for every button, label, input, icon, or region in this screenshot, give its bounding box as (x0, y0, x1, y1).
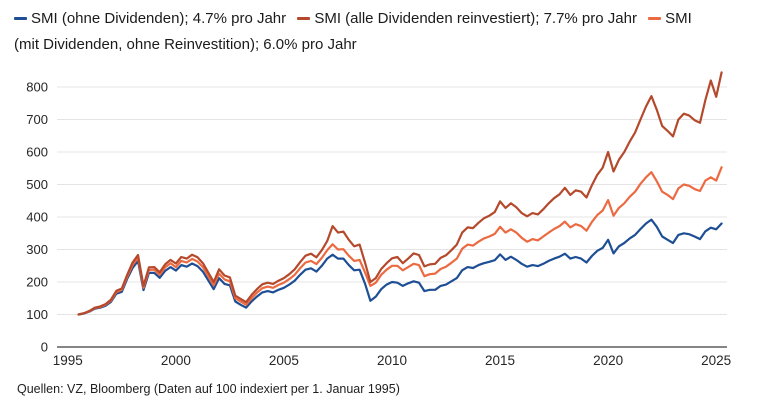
y-tick-label: 0 (41, 340, 48, 355)
y-tick-label: 800 (26, 80, 48, 95)
x-tick-label: 2005 (269, 353, 299, 368)
legend-item-smi-mit-dividenden-ohne-reinvestition: SMI (mit Dividenden, ohne Reinvestition)… (14, 10, 692, 53)
chart-legend: SMI (ohne Dividenden); 4.7% pro Jahr SMI… (14, 6, 714, 58)
chart-line-smi-ohne-dividenden (77, 218, 723, 316)
line-chart: 0 100 200 300 400 500 600 700 800 1995 2000 2005 201… (26, 71, 731, 368)
legend-item-smi-alle-dividenden-reinvestiert: SMI (alle Dividenden reinvestiert); 7.7%… (297, 10, 637, 27)
y-tick-label: 500 (26, 177, 48, 192)
x-tick-label: 2010 (377, 353, 407, 368)
legend-label: SMI (mit Dividenden, ohne Reinvestition)… (14, 10, 692, 53)
y-tick-label: 400 (26, 210, 48, 225)
x-tick-label: 2000 (161, 353, 191, 368)
y-tick-label: 600 (26, 145, 48, 160)
x-tick-label: 2020 (593, 353, 623, 368)
legend-item-smi-ohne-dividenden: SMI (ohne Dividenden); 4.7% pro Jahr (14, 10, 286, 27)
legend-marker-blue-line-icon (14, 16, 27, 20)
legend-marker-orange-line-icon (648, 16, 662, 20)
y-tick-label: 300 (26, 242, 48, 257)
chart-card: SMI (ohne Dividenden); 4.7% pro Jahr SMI… (0, 6, 760, 409)
y-tick-label: 100 (26, 307, 48, 322)
legend-label: SMI (ohne Dividenden); 4.7% pro Jahr (31, 10, 287, 27)
source-note: Quellen: VZ, Bloomberg (Daten auf 100 in… (17, 382, 400, 396)
legend-marker-red-line-icon (297, 16, 311, 20)
chart-line-smi-alle-dividenden-reinvestiert (77, 71, 723, 316)
y-tick-label: 700 (26, 112, 48, 127)
chart-area: 0 100 200 300 400 500 600 700 800 1995 2000 2005 201… (0, 58, 760, 372)
chart-line-smi-mit-dividenden-ohne-reinvestition (77, 166, 723, 316)
x-tick-label: 2015 (485, 353, 515, 368)
x-tick-label: 1995 (53, 353, 83, 368)
legend-label: SMI (alle Dividenden reinvestiert); 7.7%… (314, 10, 637, 27)
y-tick-label: 200 (26, 275, 48, 290)
x-tick-label: 2025 (701, 353, 731, 368)
